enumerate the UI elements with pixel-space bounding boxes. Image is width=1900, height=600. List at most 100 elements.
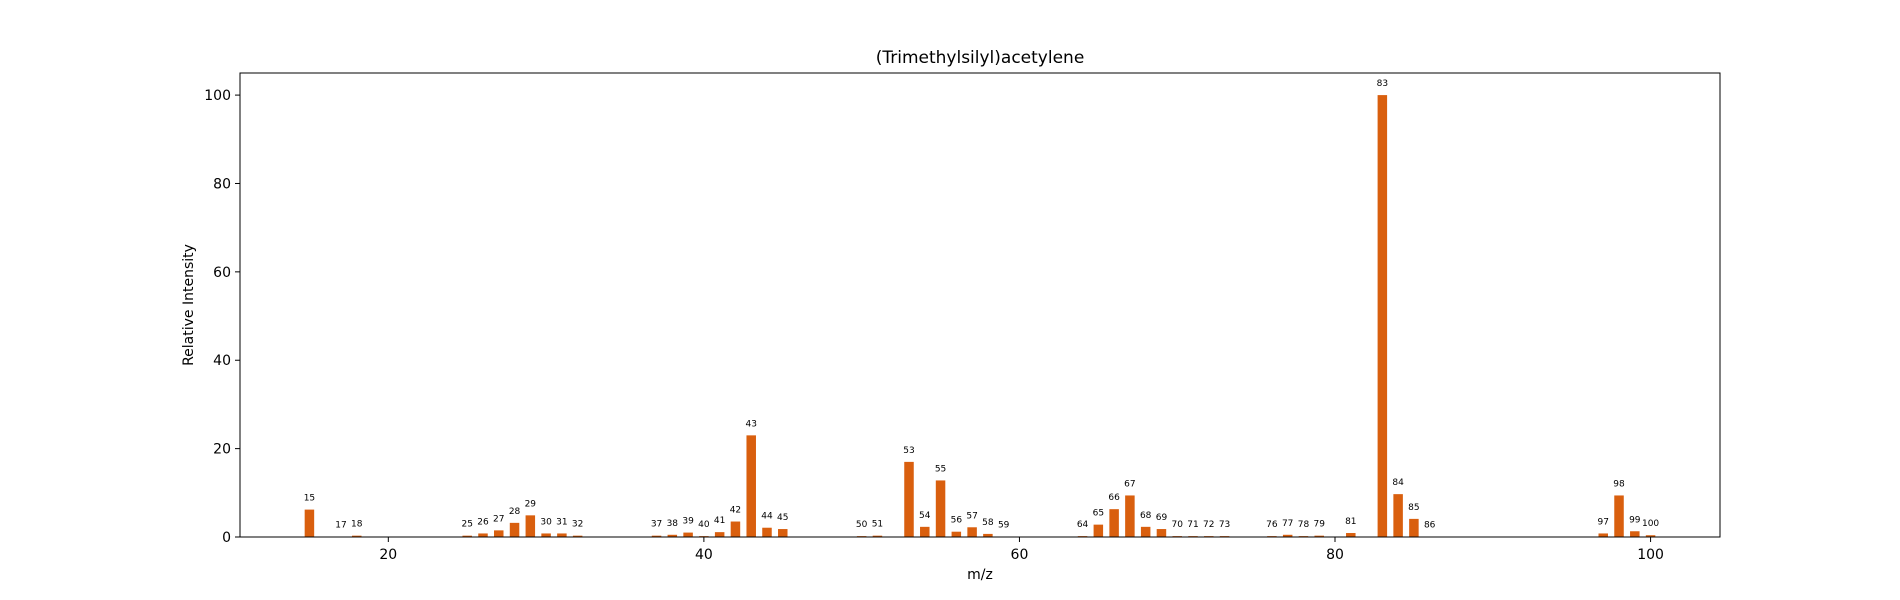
bar-label-mz-55: 55 [935, 464, 946, 474]
bar-label-mz-45: 45 [777, 513, 788, 523]
bar-mz-84 [1393, 494, 1403, 537]
bar-label-mz-18: 18 [351, 520, 363, 530]
bar-mz-83 [1377, 95, 1388, 537]
bar-mz-65 [1093, 524, 1104, 537]
bar-label-mz-25: 25 [461, 520, 472, 530]
bar-label-mz-27: 27 [493, 514, 504, 524]
bar-label-mz-17: 17 [335, 521, 346, 531]
bar-label-mz-85: 85 [1408, 503, 1419, 513]
bar-label-mz-31: 31 [556, 517, 567, 527]
bar-label-mz-98: 98 [1613, 479, 1625, 489]
x-tick-label: 100 [1637, 547, 1664, 563]
bar-mz-29 [525, 515, 536, 537]
bar-label-mz-86: 86 [1424, 521, 1436, 531]
bar-mz-42 [730, 521, 741, 537]
bar-label-mz-65: 65 [1093, 509, 1104, 519]
bar-mz-58 [983, 533, 993, 537]
bar-mz-32 [572, 535, 583, 537]
bar-label-mz-84: 84 [1392, 478, 1404, 488]
bar-mz-45 [778, 529, 788, 537]
x-tick-label: 40 [695, 547, 713, 563]
y-tick-label: 60 [213, 265, 231, 281]
bar-label-mz-69: 69 [1156, 513, 1168, 523]
bar-label-mz-58: 58 [982, 518, 994, 528]
bar-label-mz-64: 64 [1077, 520, 1089, 530]
bar-mz-15 [304, 509, 315, 537]
x-axis: 20 40 60 80 100 [379, 537, 1664, 563]
bar-label-mz-41: 41 [714, 516, 725, 526]
plot-frame [239, 72, 1721, 538]
bar-label-mz-26: 26 [477, 517, 489, 527]
bar-mz-51 [872, 535, 883, 537]
bar-mz-55 [935, 480, 946, 537]
bar-label-mz-53: 53 [903, 446, 914, 456]
bar-mz-30 [541, 533, 551, 537]
chart-title: (Trimethylsilyl)acetylene [876, 48, 1085, 68]
bar-mz-37 [651, 535, 662, 537]
y-tick-label: 20 [213, 442, 231, 458]
bar-label-mz-68: 68 [1140, 511, 1152, 521]
y-axis: 0 20 40 60 80 100 [204, 88, 240, 546]
y-tick-label: 0 [222, 530, 231, 546]
bar-label-mz-59: 59 [998, 521, 1010, 531]
bar-label-mz-100: 100 [1642, 519, 1659, 529]
bar-label-mz-43: 43 [745, 419, 756, 429]
bar-label-mz-79: 79 [1314, 520, 1326, 530]
bar-label-mz-50: 50 [856, 520, 868, 530]
bar-mz-54 [920, 526, 930, 537]
bar-label-mz-66: 66 [1108, 493, 1120, 503]
bar-mz-69 [1156, 529, 1167, 537]
bar-label-mz-56: 56 [951, 516, 963, 526]
bar-label-mz-83: 83 [1377, 79, 1388, 89]
bar-mz-67 [1125, 495, 1135, 537]
bar-label-mz-38: 38 [667, 519, 679, 529]
bar-mz-68 [1140, 526, 1151, 537]
bar-mz-25 [462, 535, 472, 537]
bar-label-mz-42: 42 [730, 506, 741, 516]
y-axis-label: Relative Intensity [181, 244, 197, 366]
bar-label-mz-54: 54 [919, 511, 931, 521]
bar-mz-81 [1346, 533, 1356, 537]
bar-mz-44 [762, 527, 772, 537]
bar-label-mz-39: 39 [682, 517, 694, 527]
bar-mz-53 [904, 461, 914, 537]
bars-group [304, 95, 1656, 538]
bar-label-mz-81: 81 [1345, 517, 1356, 527]
bar-mz-38 [667, 534, 678, 537]
bar-label-mz-29: 29 [525, 499, 537, 509]
bar-label-mz-32: 32 [572, 520, 583, 530]
bar-mz-77 [1282, 534, 1293, 537]
bar-mz-79 [1314, 535, 1324, 537]
x-axis-label: m/z [967, 567, 993, 583]
bar-label-mz-70: 70 [1172, 520, 1184, 530]
bar-mz-41 [714, 532, 725, 537]
bar-mz-18 [352, 535, 362, 537]
bar-label-mz-57: 57 [966, 511, 977, 521]
bar-label-mz-30: 30 [540, 517, 552, 527]
x-tick-label: 60 [1011, 547, 1029, 563]
bar-label-mz-72: 72 [1203, 520, 1214, 530]
bar-mz-66 [1109, 509, 1119, 537]
bar-label-mz-40: 40 [698, 520, 710, 530]
bar-mz-39 [683, 532, 693, 537]
bar-mz-98 [1614, 495, 1624, 537]
bar-mz-43 [746, 435, 756, 537]
bar-mz-97 [1598, 533, 1608, 537]
bar-label-mz-67: 67 [1124, 479, 1135, 489]
bar-mz-26 [478, 533, 488, 537]
y-tick-label: 40 [213, 353, 231, 369]
bar-mz-100 [1645, 535, 1656, 537]
x-tick-label: 20 [379, 547, 397, 563]
bar-label-mz-44: 44 [761, 512, 773, 522]
y-tick-label: 80 [213, 176, 231, 192]
bar-label-mz-78: 78 [1298, 520, 1310, 530]
x-tick-label: 80 [1326, 547, 1344, 563]
bar-mz-56 [951, 531, 962, 537]
bar-mz-99 [1630, 531, 1640, 537]
bar-label-mz-97: 97 [1598, 517, 1609, 527]
bar-label-mz-71: 71 [1187, 520, 1198, 530]
bar-label-mz-76: 76 [1266, 520, 1278, 530]
bar-mz-31 [557, 533, 567, 537]
